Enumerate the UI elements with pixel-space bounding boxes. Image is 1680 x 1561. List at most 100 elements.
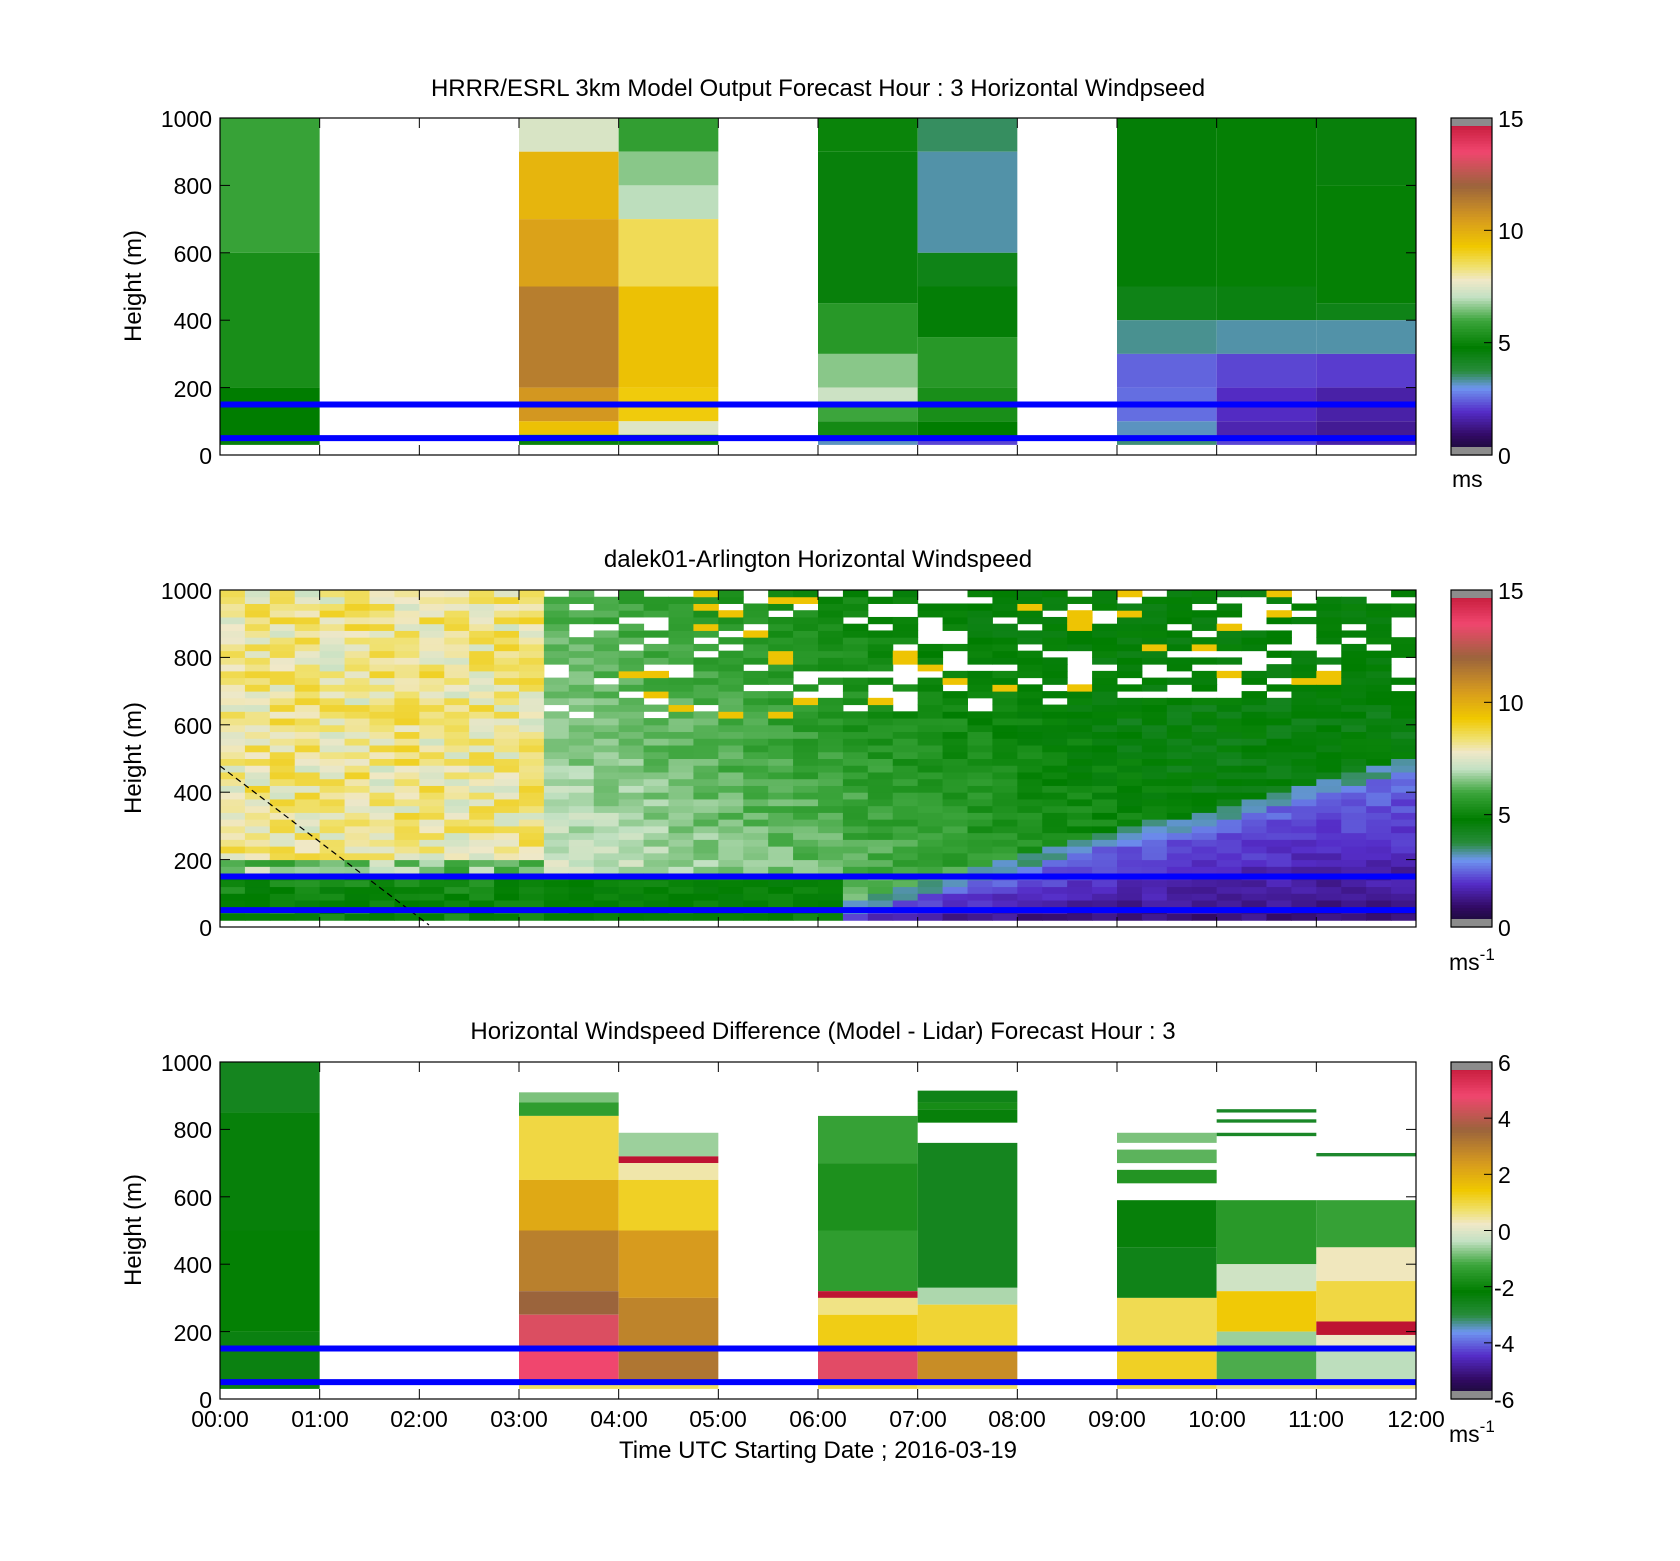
- heatmap-cell: [693, 866, 719, 874]
- heatmap-cell: [818, 765, 844, 773]
- heatmap-cell: [818, 724, 844, 733]
- heatmap-cell: [1092, 839, 1118, 847]
- heatmap-cell: [793, 610, 819, 618]
- heatmap-cell: [992, 711, 1018, 719]
- heatmap-cell: [668, 893, 694, 901]
- colorbar-swatch: [1451, 176, 1492, 181]
- heatmap-cell: [1092, 711, 1118, 719]
- colorbar-swatch: [1451, 1247, 1492, 1251]
- heatmap-cell: [967, 758, 993, 766]
- heatmap-cell: [469, 846, 495, 854]
- heatmap-cell: [344, 718, 370, 726]
- heatmap-cell: [1092, 677, 1118, 685]
- heatmap-cell: [319, 852, 346, 861]
- heatmap-cell: [1017, 866, 1043, 874]
- heatmap-cell: [394, 839, 420, 847]
- heatmap-cell: [1266, 745, 1292, 753]
- heatmap-cell: [643, 879, 669, 888]
- heatmap-cell: [369, 913, 395, 921]
- heatmap-cell: [1391, 590, 1417, 598]
- heatmap-cell: [244, 610, 271, 618]
- colorbar-swatch: [1451, 1244, 1492, 1248]
- heatmap-cell: [1166, 758, 1193, 766]
- x-tick-labels: 00:00 01:00 02:00 03:00 04:00 05:00 06:0…: [191, 1406, 1445, 1432]
- colorbar-swatch: [1451, 648, 1492, 653]
- colorbar-swatch: [1451, 856, 1492, 861]
- heatmap-cell: [818, 738, 844, 746]
- heatmap-cell: [543, 596, 570, 604]
- heatmap-cell: [818, 866, 844, 874]
- heatmap-cell: [269, 859, 296, 867]
- heatmap-cell: [469, 590, 495, 598]
- heatmap-cell: [768, 825, 794, 834]
- colorbar-swatch: [1451, 1101, 1492, 1105]
- heatmap-cell: [294, 616, 321, 625]
- heatmap-cell: [643, 751, 669, 759]
- heatmap-cell: [917, 1348, 1018, 1383]
- heatmap-cell: [319, 731, 346, 739]
- heatmap-cell: [494, 697, 520, 706]
- heatmap-cell: [1291, 859, 1317, 867]
- colorbar-swatch: [1451, 407, 1492, 411]
- heatmap-cell: [793, 751, 819, 759]
- heatmap-cell: [1241, 630, 1267, 638]
- heatmap-cell: [469, 866, 495, 874]
- heatmap-cell: [1191, 643, 1218, 652]
- heatmap-cell: [469, 677, 495, 685]
- colorbar-swatch: [1451, 292, 1492, 296]
- colorbar-swatch: [1451, 1365, 1492, 1369]
- heatmap-cell: [867, 798, 894, 807]
- heatmap-cell: [519, 812, 545, 820]
- heatmap-cell: [1266, 637, 1292, 645]
- heatmap-cell: [1017, 805, 1043, 813]
- heatmap-cell: [1017, 616, 1043, 625]
- heatmap-cell: [244, 670, 271, 679]
- colorbar-over-swatch: [1451, 118, 1492, 126]
- heatmap-cell: [269, 643, 296, 652]
- heatmap-cell: [1291, 805, 1317, 813]
- heatmap-cell: [1341, 643, 1367, 652]
- heatmap-cell: [568, 738, 595, 746]
- heatmap-cell: [1216, 286, 1317, 321]
- heatmap-cell: [394, 684, 420, 692]
- heatmap-cell: [1067, 866, 1093, 874]
- heatmap-cell: [1166, 859, 1193, 867]
- heatmap-cell: [618, 1179, 719, 1231]
- heatmap-cell: [220, 778, 246, 786]
- heatmap-cell: [1166, 913, 1193, 921]
- heatmap-cell: [1117, 118, 1217, 287]
- colorbar-swatch: [1451, 221, 1492, 226]
- heatmap-cell: [768, 893, 794, 901]
- heatmap-cell: [1391, 603, 1417, 611]
- heatmap-cell: [1266, 832, 1292, 840]
- heatmap-cell: [1316, 1334, 1416, 1349]
- heatmap-cell: [892, 657, 919, 665]
- heatmap-cell: [244, 711, 271, 719]
- heatmap-cell: [892, 630, 919, 638]
- heatmap-cell: [244, 765, 271, 773]
- heatmap-cell: [369, 637, 395, 645]
- colorbar-swatch: [1451, 761, 1492, 765]
- colorbar-swatch: [1451, 1188, 1492, 1192]
- y-axis-label: Height (m): [120, 1174, 147, 1286]
- colorbar-swatch: [1451, 1191, 1492, 1195]
- heatmap-cell: [1391, 711, 1417, 719]
- heatmap-cell: [1216, 1264, 1317, 1292]
- heatmap-cell: [1391, 913, 1417, 921]
- heatmap-cell: [967, 900, 993, 908]
- heatmap-cell: [1166, 718, 1193, 726]
- heatmap-cell: [244, 866, 271, 874]
- heatmap-cell: [220, 866, 246, 874]
- heatmap-cell: [494, 677, 520, 685]
- heatmap-cell: [220, 859, 246, 867]
- heatmap-cell: [867, 697, 894, 706]
- heatmap-cell: [967, 785, 993, 793]
- heatmap-cell: [568, 900, 595, 908]
- heatmap-cell: [294, 893, 321, 901]
- colorbar-swatch: [1451, 1160, 1492, 1164]
- heatmap-cell: [543, 859, 570, 867]
- colorbar-under-swatch: [1451, 919, 1492, 927]
- heatmap-cell: [294, 913, 321, 921]
- heatmap-cell: [793, 596, 819, 604]
- heatmap-cell: [942, 643, 968, 652]
